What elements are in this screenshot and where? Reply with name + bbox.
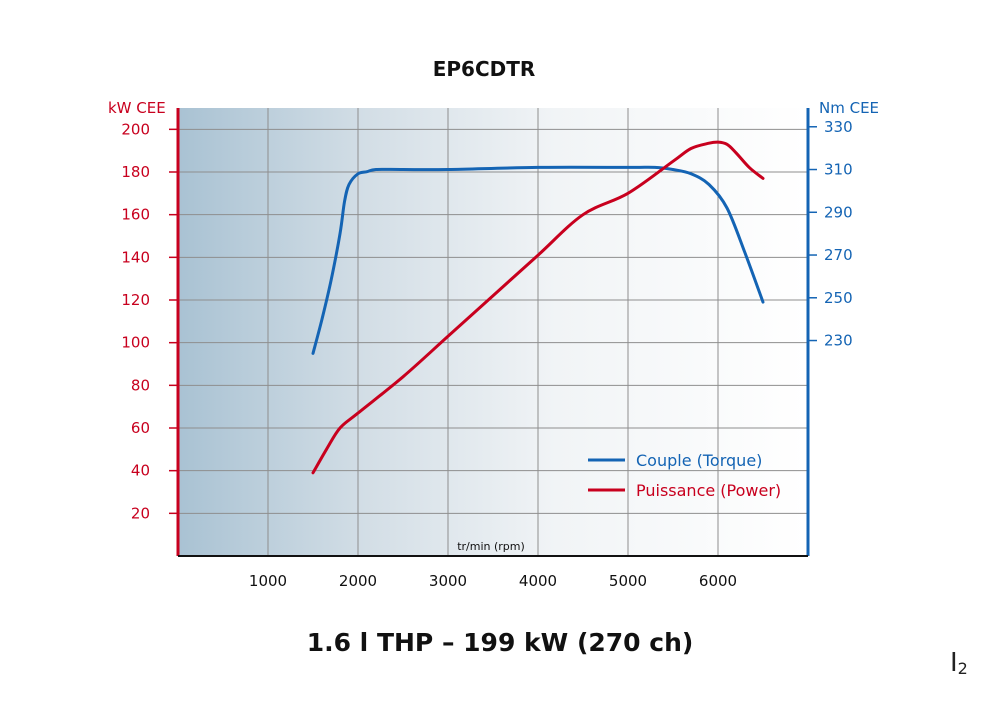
x-axis-label: tr/min (rpm) [457,540,525,553]
left-tick-label: 80 [131,376,150,394]
left-axis-label: kW CEE [108,99,166,117]
chart-title: EP6CDTR [433,57,536,81]
left-tick-label: 160 [121,206,150,224]
left-tick-label: 120 [121,291,150,309]
right-tick-label: 230 [824,332,853,350]
legend-label: Couple (Torque) [636,451,762,470]
right-tick-label: 250 [824,289,853,307]
x-tick-label: 6000 [699,572,737,590]
x-tick-label: 2000 [339,572,377,590]
x-tick-label: 5000 [609,572,647,590]
page-mark: I2 [950,648,968,678]
ticks: 1000 2000 3000 4000 5000 6000 20 40 60 80 100 120 14… [121,118,852,590]
plot-background [178,108,808,556]
right-tick-label: 270 [824,246,853,264]
legend-label: Puissance (Power) [636,481,781,500]
left-tick-label: 40 [131,462,150,480]
left-tick-label: 100 [121,334,150,352]
left-tick-label: 20 [131,504,150,522]
axes [176,108,810,557]
page-mark-number: 2 [957,659,968,678]
legend: Couple (Torque) Puissance (Power) [588,451,781,500]
x-tick-label: 1000 [249,572,287,590]
power-series-line [311,140,765,475]
x-tick-label: 3000 [429,572,467,590]
right-axis-label: Nm CEE [819,99,879,117]
engine-subtitle: 1.6 l THP – 199 kW (270 ch) [306,628,694,657]
x-tick-label: 4000 [519,572,557,590]
left-tick-label: 180 [121,163,150,181]
right-tick-label: 330 [824,118,853,136]
series [311,140,765,475]
right-tick-label: 290 [824,203,853,221]
grid [178,108,808,556]
left-tick-label: 140 [121,248,150,266]
left-tick-label: 60 [131,419,150,437]
page-mark-letter: I [950,648,958,678]
torque-series-line [311,165,765,355]
left-tick-label: 200 [121,120,150,138]
right-tick-label: 310 [824,161,853,179]
